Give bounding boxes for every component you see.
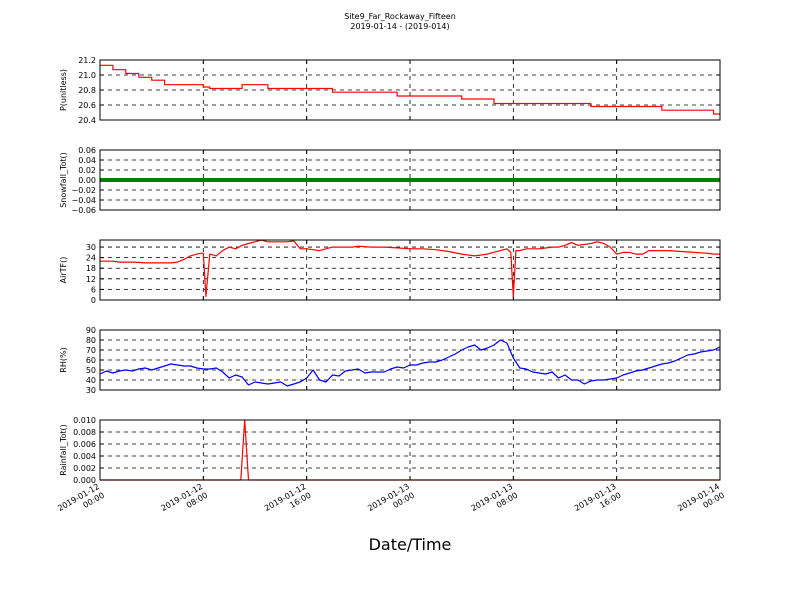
y-tick-label: 0.010 <box>73 416 96 425</box>
y-tick-label: 20.6 <box>78 101 96 110</box>
y-tick-label: 21.0 <box>78 71 96 80</box>
y-tick-label: 40 <box>86 376 96 385</box>
y-tick-label: 0.02 <box>78 166 96 175</box>
y-tick-label: 18 <box>86 264 96 273</box>
y-tick-label: 20.8 <box>78 86 96 95</box>
y-tick-label: 70 <box>86 346 96 355</box>
y-tick-label: 50 <box>86 366 96 375</box>
y-axis-label: P(unitless) <box>59 69 68 111</box>
series-line <box>100 239 720 298</box>
series-line <box>99 339 721 387</box>
series-line <box>100 64 720 115</box>
y-tick-label: 0.006 <box>73 440 96 449</box>
y-tick-label: 12 <box>86 275 96 284</box>
y-tick-label: 0.00 <box>78 176 96 185</box>
axes-frame <box>99 59 721 121</box>
y-tick-label: 0.000 <box>73 476 96 485</box>
y-tick-label: 0.04 <box>78 156 96 165</box>
y-tick-label: −0.04 <box>71 196 96 205</box>
y-axis-label: AirTF() <box>59 257 68 284</box>
y-tick-label: −0.02 <box>71 186 96 195</box>
y-axis-label: RH(%) <box>59 347 68 372</box>
panel-2: −0.06−0.04−0.020.000.020.040.06 Snowfall_… <box>59 146 721 215</box>
y-tick-label: 24 <box>86 254 96 263</box>
y-tick-label: 20.4 <box>78 116 96 125</box>
y-tick-label: 0.06 <box>78 146 96 155</box>
y-tick-label: 0.004 <box>73 452 96 461</box>
y-tick-label: 0 <box>91 296 96 305</box>
y-tick-label: 90 <box>86 326 96 335</box>
y-tick-label: 60 <box>86 356 96 365</box>
y-tick-label: 30 <box>86 386 96 395</box>
axes-frame <box>99 239 721 301</box>
panel-5: 0.000 0.002 0.004 0.006 0.008 0.010 Rainfall_T… <box>59 416 721 485</box>
y-tick-label: 0.008 <box>73 428 96 437</box>
axes-frame <box>99 419 721 481</box>
y-tick-label: 21.2 <box>78 56 96 65</box>
y-tick-label: 6 <box>91 285 96 294</box>
y-axis-label: Snowfall_Tot() <box>59 152 68 208</box>
y-tick-label: −0.06 <box>71 206 96 215</box>
axes-frame <box>99 149 721 211</box>
y-axis-label: Rainfall_Tot() <box>59 424 68 476</box>
chart-title-line-2: 2019-01-14 - (2019-014) <box>350 22 449 31</box>
y-tick-label: 0.002 <box>73 464 96 473</box>
x-axis-label: Date/Time <box>369 535 452 554</box>
y-tick-label: 30 <box>86 243 96 252</box>
panel-1: 20.4 20.6 20.8 21.0 21.2 P(unitless) <box>59 56 721 125</box>
y-tick-label: 80 <box>86 336 96 345</box>
axes-frame <box>99 329 721 391</box>
chart-title-line-1: Site9_Far_Rockaway_Fifteen <box>344 12 456 21</box>
